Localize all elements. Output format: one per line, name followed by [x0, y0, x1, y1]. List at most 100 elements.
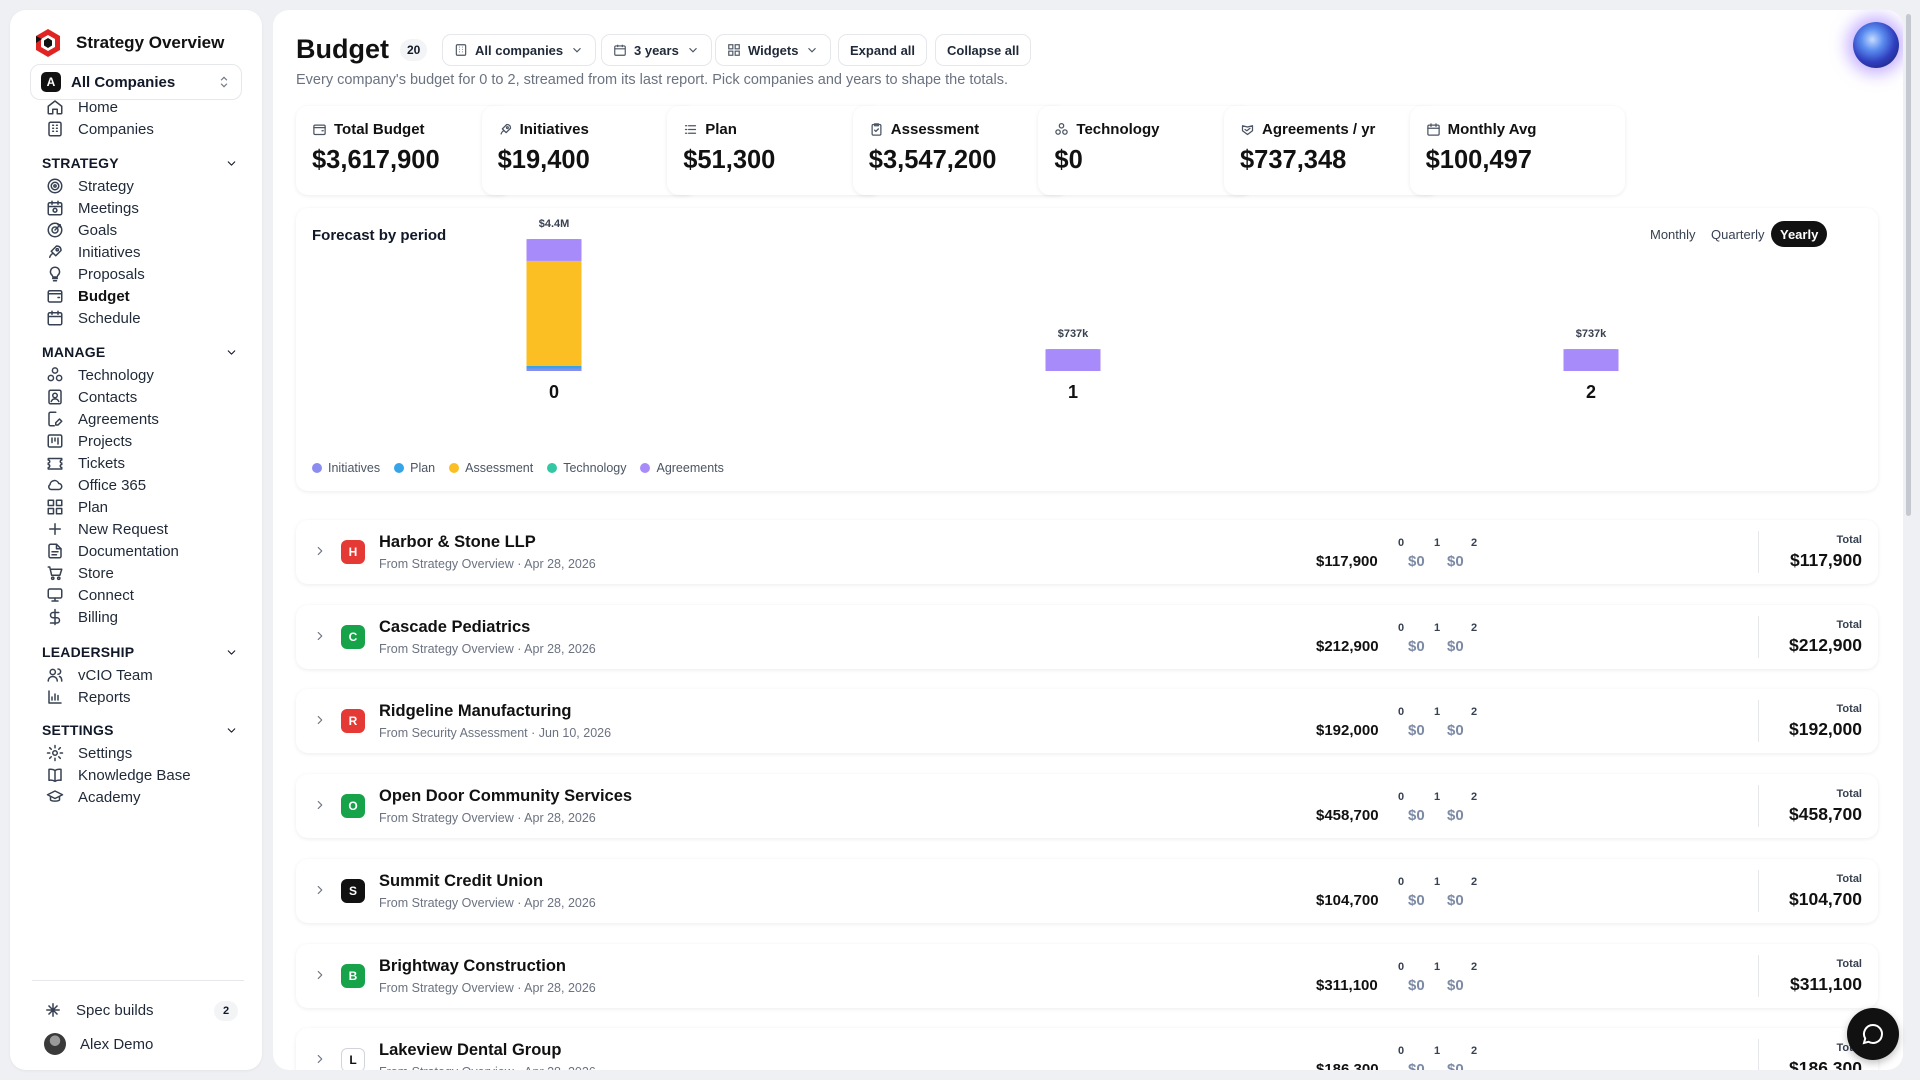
- chat-bubble-icon: [1862, 1023, 1883, 1045]
- company-row-open-door-community-services[interactable]: O Open Door Community Services From Strate…: [296, 774, 1878, 839]
- sidebar-item-knowledge-base[interactable]: Knowledge Base: [46, 764, 191, 786]
- legend-item-assessment[interactable]: Assessment: [449, 461, 533, 475]
- sidebar-item-companies[interactable]: Companies: [46, 118, 154, 140]
- user-profile[interactable]: Alex Demo: [44, 1033, 153, 1055]
- section-header-manage[interactable]: MANAGE: [42, 344, 238, 360]
- kpi-card-agreements-yr: Agreements / yr $737,348: [1224, 106, 1439, 195]
- sidebar-item-office-365[interactable]: Office 365: [46, 474, 146, 496]
- chevron-down-icon: [227, 349, 236, 355]
- year-label: 2: [1471, 875, 1478, 888]
- company-name[interactable]: Brightway Construction: [379, 956, 567, 975]
- legend-item-technology[interactable]: Technology: [547, 461, 626, 475]
- sidebar-item-tickets[interactable]: Tickets: [46, 452, 125, 474]
- legend-swatch: [312, 463, 322, 473]
- view-quarterly-tab[interactable]: Quarterly: [1711, 226, 1765, 242]
- company-name[interactable]: Ridgeline Manufacturing: [379, 702, 572, 721]
- sidebar-item-academy[interactable]: Academy: [46, 786, 141, 808]
- company-row-summit-credit-union[interactable]: S Summit Credit Union From Strategy Overvi…: [296, 858, 1878, 923]
- forecast-title: Forecast by period: [312, 227, 447, 244]
- company-name[interactable]: Lakeview Dental Group: [379, 1041, 562, 1060]
- company-row-ridgeline-manufacturing[interactable]: R Ridgeline Manufacturing From Security As…: [296, 689, 1878, 754]
- sidebar-item-label: Initiatives: [78, 243, 141, 261]
- brand-name: Strategy Overview: [76, 33, 225, 52]
- sidebar-item-proposals[interactable]: Proposals: [46, 263, 145, 285]
- year-value: $192,000: [1316, 722, 1379, 740]
- company-name[interactable]: Open Door Community Services: [379, 787, 633, 806]
- collapse-all-button[interactable]: Collapse all: [935, 34, 1032, 66]
- year-value: $0: [1447, 807, 1464, 825]
- kpi-label-row: Monthly Avg: [1426, 121, 1609, 138]
- sidebar-item-strategy[interactable]: Strategy: [46, 175, 134, 197]
- sidebar-item-vcio-team[interactable]: vCIO Team: [46, 664, 153, 686]
- chevron-right-icon[interactable]: [313, 798, 327, 812]
- sidebar-item-label: Proposals: [78, 265, 145, 283]
- section-heading: LEADERSHIP: [42, 644, 135, 660]
- bar-plan-0[interactable]: [526, 366, 582, 369]
- chevron-right-icon[interactable]: [313, 968, 327, 982]
- scrollbar-thumb[interactable]: [1906, 14, 1911, 516]
- sidebar-item-initiatives[interactable]: Initiatives: [46, 241, 141, 263]
- total-label: Total: [1836, 703, 1862, 716]
- spec-builds-link[interactable]: Spec builds: [44, 999, 154, 1021]
- row-divider: [1758, 531, 1759, 573]
- page-subtitle: Every company's budget for 0 to 2, strea…: [296, 72, 1009, 88]
- sidebar-item-contacts[interactable]: Contacts: [46, 386, 137, 408]
- sidebar-item-agreements[interactable]: Agreements: [46, 408, 159, 430]
- legend-swatch: [449, 463, 460, 473]
- sidebar-item-label: Tickets: [78, 454, 125, 472]
- company-source: From Strategy Overview · Apr 28, 2026: [379, 1065, 596, 1070]
- sidebar-item-documentation[interactable]: Documentation: [46, 540, 179, 562]
- view-yearly-tab[interactable]: Yearly: [1771, 221, 1828, 247]
- sidebar-item-settings[interactable]: Settings: [46, 742, 132, 764]
- company-row-cascade-pediatrics[interactable]: C Cascade Pediatrics From Strategy Overvie…: [296, 604, 1878, 669]
- chevron-down-icon: [808, 47, 817, 53]
- chevron-right-icon[interactable]: [313, 629, 327, 643]
- sidebar-item-schedule[interactable]: Schedule: [46, 307, 141, 329]
- section-header-settings[interactable]: SETTINGS: [42, 722, 238, 738]
- years-filter[interactable]: 3 years: [601, 34, 712, 66]
- company-row-lakeview-dental-group[interactable]: L Lakeview Dental Group From Strategy Over…: [296, 1028, 1878, 1070]
- sidebar-item-goals[interactable]: Goals: [46, 219, 117, 241]
- chevron-right-icon[interactable]: [313, 713, 327, 727]
- company-name[interactable]: Cascade Pediatrics: [379, 617, 531, 636]
- sidebar-item-technology[interactable]: Technology: [46, 364, 154, 386]
- chevron-right-icon[interactable]: [313, 883, 327, 897]
- view-monthly-tab[interactable]: Monthly: [1650, 226, 1696, 242]
- sidebar-item-meetings[interactable]: Meetings: [46, 197, 139, 219]
- sidebar-item-connect[interactable]: Connect: [46, 584, 134, 606]
- chevron-right-icon[interactable]: [313, 544, 327, 558]
- companies-filter[interactable]: All companies: [442, 34, 597, 66]
- sidebar-item-budget[interactable]: Budget: [46, 285, 130, 307]
- sidebar-item-home[interactable]: Home: [46, 96, 118, 118]
- widgets-menu-button[interactable]: Widgets: [715, 34, 832, 66]
- chat-button[interactable]: [1847, 1008, 1899, 1060]
- bar-assessment-0[interactable]: [526, 260, 582, 366]
- section-header-strategy[interactable]: STRATEGY: [42, 155, 238, 171]
- bar-initiatives-0[interactable]: [526, 368, 582, 372]
- legend-item-agreements[interactable]: Agreements: [640, 461, 724, 475]
- sidebar-item-plan[interactable]: Plan: [46, 496, 108, 518]
- legend-item-initiatives[interactable]: Initiatives: [312, 461, 380, 475]
- company-name[interactable]: Harbor & Stone LLP: [379, 533, 536, 551]
- company-row-brightway-construction[interactable]: B Brightway Construction From Strategy Ove…: [296, 943, 1878, 1008]
- chevron-right-icon[interactable]: [313, 1052, 327, 1066]
- expand-all-button[interactable]: Expand all: [838, 34, 928, 66]
- sidebar-item-label: New Request: [78, 520, 169, 538]
- section-header-leadership[interactable]: LEADERSHIP: [42, 644, 238, 660]
- legend-item-plan[interactable]: Plan: [394, 461, 435, 475]
- brand[interactable]: Strategy Overview: [32, 27, 224, 59]
- year-label: 1: [1434, 960, 1441, 973]
- sidebar-item-projects[interactable]: Projects: [46, 430, 132, 452]
- company-switcher[interactable]: A All Companies: [30, 64, 242, 100]
- year-value: $0: [1408, 891, 1425, 909]
- file-pen-icon: [48, 411, 63, 427]
- sidebar-item-reports[interactable]: Reports: [46, 686, 131, 708]
- company-name[interactable]: Summit Credit Union: [379, 871, 544, 890]
- company-row-harbor-stone-llp[interactable]: H Harbor & Stone LLP From Strategy Overvie…: [296, 520, 1878, 584]
- assistant-orb-button[interactable]: [1853, 22, 1899, 68]
- sidebar-item-store[interactable]: Store: [46, 562, 114, 584]
- total-value: $117,900: [1789, 550, 1862, 570]
- sidebar-item-billing[interactable]: Billing: [46, 606, 118, 628]
- company-avatar: A: [41, 72, 61, 92]
- sidebar-item-new-request[interactable]: New Request: [46, 518, 168, 540]
